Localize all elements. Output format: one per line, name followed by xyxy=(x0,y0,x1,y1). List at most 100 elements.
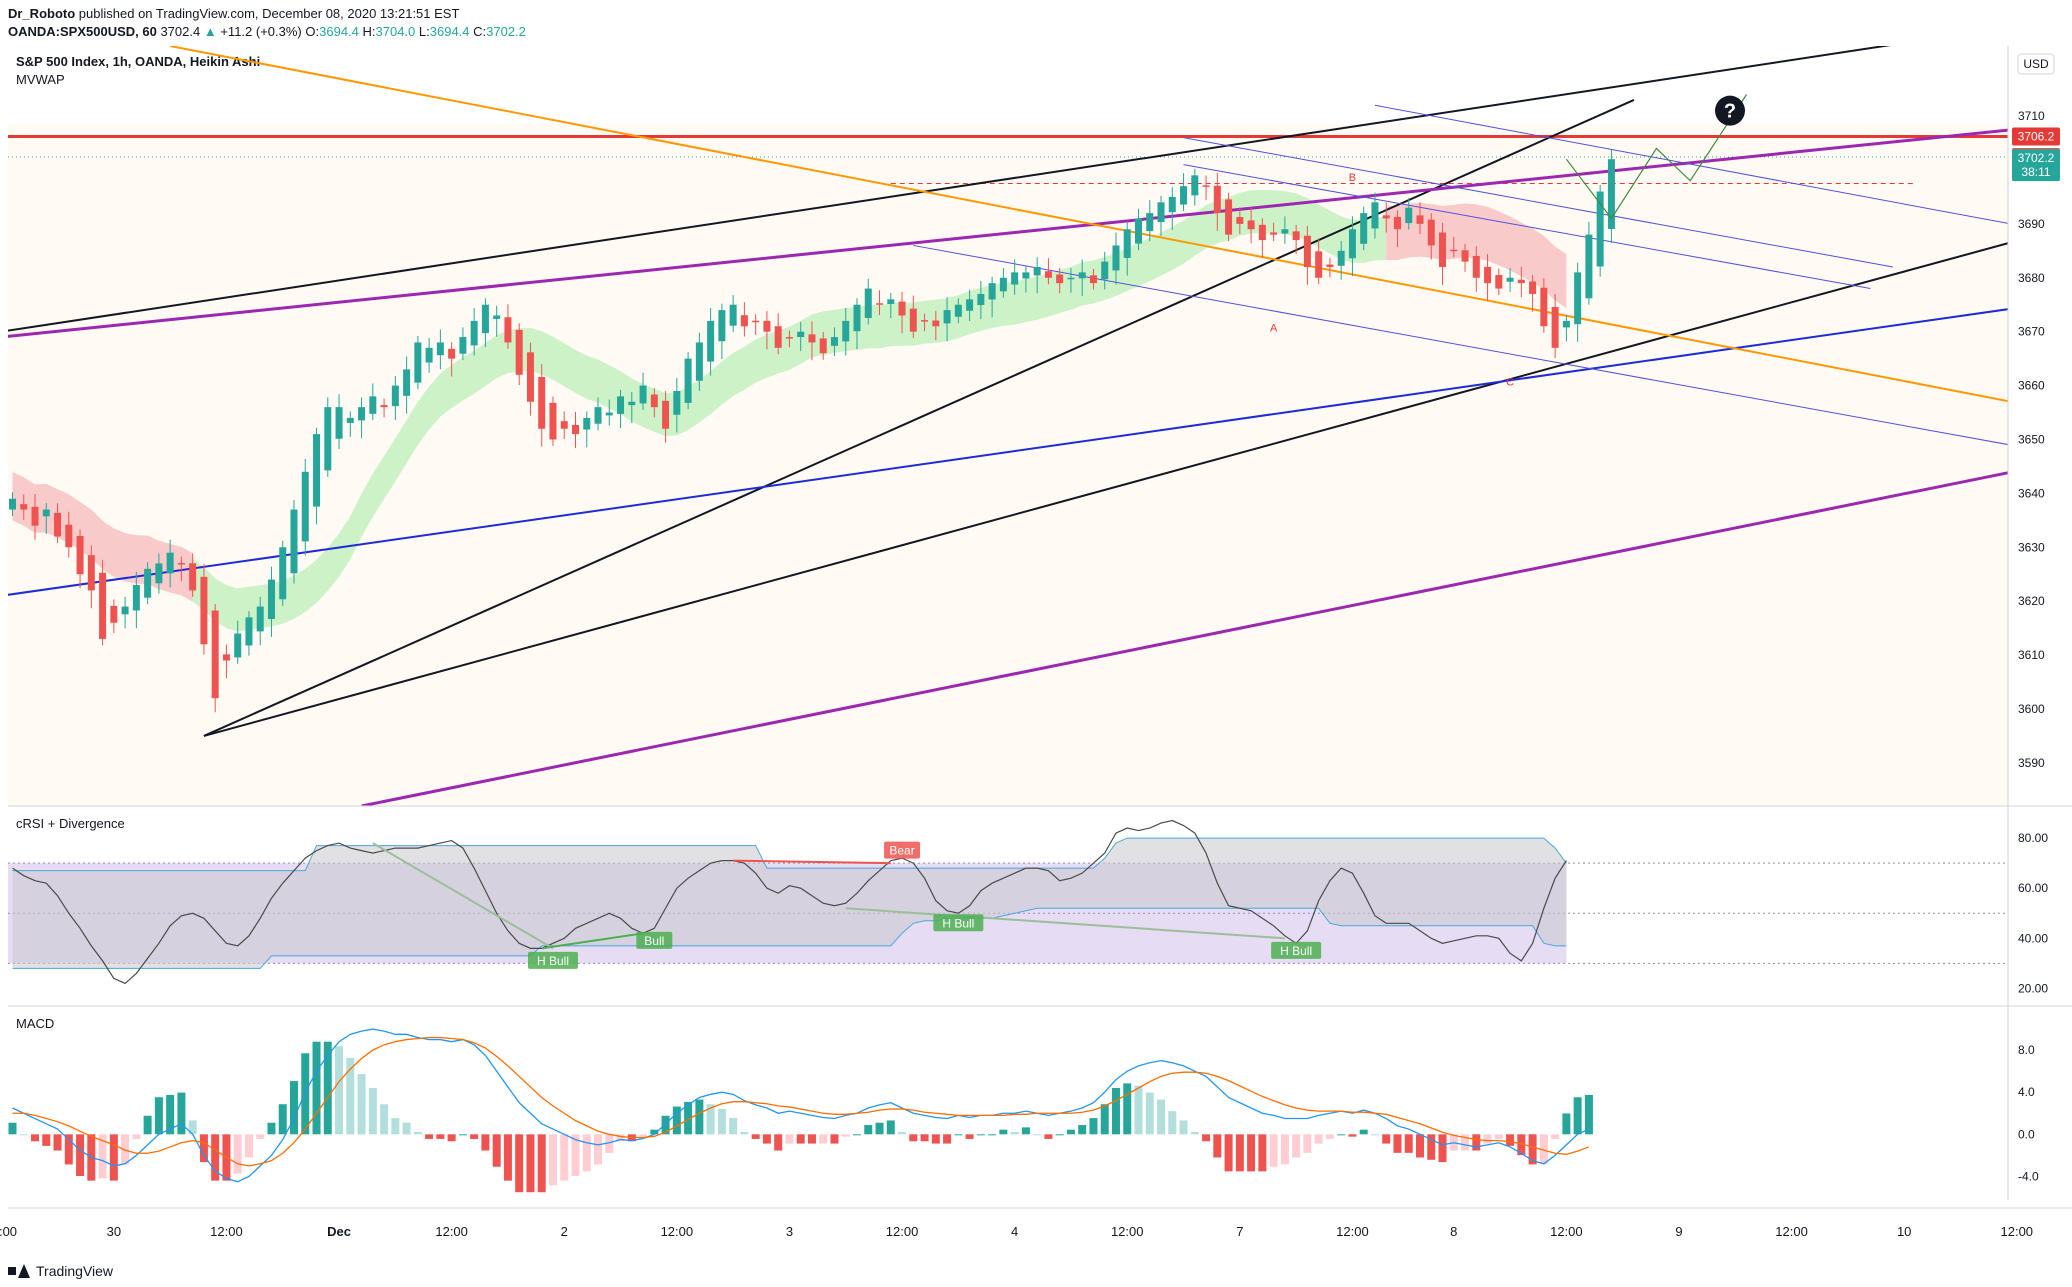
candle-body[interactable] xyxy=(898,301,906,316)
trendline-blue-line[interactable] xyxy=(1,305,2039,596)
trendline-channel-mid-a[interactable] xyxy=(1183,137,1894,268)
price-level-badge[interactable]: 3706.2 xyxy=(2012,127,2060,146)
candle-body[interactable] xyxy=(200,576,208,645)
candle-body[interactable] xyxy=(403,369,411,396)
candle-body[interactable] xyxy=(887,299,895,304)
candle-body[interactable] xyxy=(99,572,107,639)
candle-body[interactable] xyxy=(560,421,568,429)
trendline-black-upper[interactable] xyxy=(1,46,2062,332)
candle-body[interactable] xyxy=(1416,215,1424,224)
candle-body[interactable] xyxy=(324,407,332,471)
candle-body[interactable] xyxy=(1056,274,1064,284)
candle-body[interactable] xyxy=(459,337,467,354)
candle-body[interactable] xyxy=(819,338,827,354)
currency-badge[interactable]: USD xyxy=(2017,53,2055,75)
candle-body[interactable] xyxy=(1022,272,1030,279)
trendline-channel-mid-b[interactable] xyxy=(1183,164,1871,290)
candle-body[interactable] xyxy=(1540,287,1548,327)
candle-body[interactable] xyxy=(448,348,456,359)
candle-body[interactable] xyxy=(1472,255,1480,278)
candle-body[interactable] xyxy=(1044,271,1052,278)
candle-body[interactable] xyxy=(740,315,748,327)
candle-body[interactable] xyxy=(594,407,602,424)
candle-body[interactable] xyxy=(290,509,298,574)
candle-body[interactable] xyxy=(707,320,715,362)
trendline-black-middle[interactable] xyxy=(203,98,1635,737)
candle-body[interactable] xyxy=(425,347,433,363)
candle-body[interactable] xyxy=(662,400,670,429)
candle-body[interactable] xyxy=(1607,159,1615,229)
candle-body[interactable] xyxy=(87,555,95,591)
candle-body[interactable] xyxy=(481,304,489,334)
time-axis[interactable]: :00 30 12:00 Dec 12:00 2 12:00 3 12:00 4 12:00 7 12:… xyxy=(0,1224,2033,1239)
divergence-tag[interactable]: H Bull xyxy=(527,951,578,969)
candle-body[interactable] xyxy=(1517,279,1525,284)
candle-body[interactable] xyxy=(909,308,917,332)
candle-body[interactable] xyxy=(1551,306,1559,348)
candle-body[interactable] xyxy=(583,417,591,430)
candle-body[interactable] xyxy=(335,407,343,439)
candle-body[interactable] xyxy=(1484,266,1492,284)
candle-body[interactable] xyxy=(763,320,771,332)
candle-body[interactable] xyxy=(20,504,28,510)
candle-body[interactable] xyxy=(470,320,478,346)
candle-body[interactable] xyxy=(369,396,377,414)
macd-pane[interactable]: MACD 8.0 4.0 0.0 -4.0 xyxy=(8,1016,2040,1193)
candle-body[interactable] xyxy=(1112,245,1120,271)
candle-body[interactable] xyxy=(1281,229,1289,234)
candle-body[interactable] xyxy=(1495,275,1503,289)
candle-body[interactable] xyxy=(54,512,62,537)
candle-body[interactable] xyxy=(921,320,929,322)
candle-body[interactable] xyxy=(1585,234,1593,299)
candle-body[interactable] xyxy=(1450,249,1458,252)
trendline-purple-lower[interactable] xyxy=(361,466,2040,806)
candle-body[interactable] xyxy=(42,509,50,517)
candle-body[interactable] xyxy=(695,342,703,381)
candle-body[interactable] xyxy=(876,303,884,305)
divergence-tag[interactable]: H Bull xyxy=(933,914,984,932)
macd-line[interactable] xyxy=(12,1028,1590,1183)
candle-body[interactable] xyxy=(808,334,816,343)
candle-body[interactable] xyxy=(211,610,219,699)
candle-body[interactable] xyxy=(436,342,444,356)
author-name[interactable]: Dr_Roboto xyxy=(8,6,76,21)
candle-body[interactable] xyxy=(166,552,174,574)
candle-body[interactable] xyxy=(1529,281,1537,294)
candle-body[interactable] xyxy=(617,396,625,414)
candle-body[interactable] xyxy=(380,405,388,408)
candle-body[interactable] xyxy=(1078,272,1086,279)
candle-body[interactable] xyxy=(1033,266,1041,276)
candle-body[interactable] xyxy=(358,407,366,421)
projection-path[interactable] xyxy=(1565,94,1748,220)
candle-body[interactable] xyxy=(346,417,354,423)
candle-body[interactable] xyxy=(639,385,647,404)
candle-body[interactable] xyxy=(1067,277,1075,280)
candle-body[interactable] xyxy=(684,358,692,403)
candle-body[interactable] xyxy=(1236,217,1244,224)
candle-body[interactable] xyxy=(549,402,557,440)
candle-body[interactable] xyxy=(1225,199,1233,235)
candle-body[interactable] xyxy=(650,394,658,408)
price-level-badge[interactable]: 3702.2 xyxy=(2012,149,2060,168)
candle-body[interactable] xyxy=(414,342,422,383)
candle-body[interactable] xyxy=(729,304,737,326)
chart-canvas[interactable]: S&P 500 Index, 1h, OANDA, Heikin Ashi MVW… xyxy=(0,46,2072,1246)
candle-body[interactable] xyxy=(493,315,501,319)
candle-body[interactable] xyxy=(1360,213,1368,244)
candle-body[interactable] xyxy=(1427,219,1435,246)
candle-body[interactable] xyxy=(132,585,140,611)
candle-body[interactable] xyxy=(391,385,399,407)
trendline-channel-bottom[interactable] xyxy=(913,244,2039,450)
candle-body[interactable] xyxy=(313,434,321,507)
candle-body[interactable] xyxy=(830,337,838,346)
candle-body[interactable] xyxy=(1461,250,1469,262)
price-level-badge[interactable]: 38:11 xyxy=(2012,163,2060,182)
candle-body[interactable] xyxy=(1146,213,1154,232)
candle-body[interactable] xyxy=(864,288,872,318)
candle-body[interactable] xyxy=(1270,232,1278,235)
candle-body[interactable] xyxy=(1213,185,1221,214)
trendline-orange-line[interactable] xyxy=(169,46,2039,407)
candle-body[interactable] xyxy=(954,304,962,317)
candle-body[interactable] xyxy=(267,579,275,619)
candle-body[interactable] xyxy=(718,310,726,342)
